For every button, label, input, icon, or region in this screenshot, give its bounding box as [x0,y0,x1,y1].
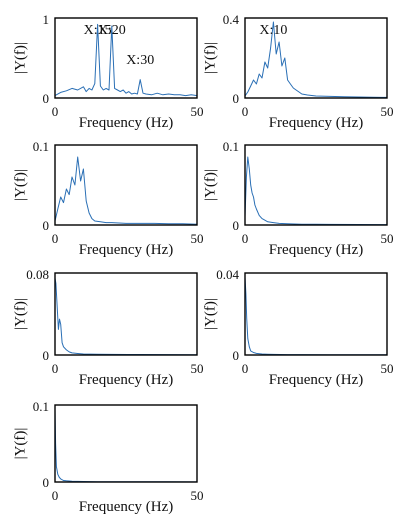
axes-frame [244,144,388,226]
x-axis-label: Frequency (Hz) [79,372,174,388]
x-tick-label: 0 [52,231,59,246]
x-tick-label: 0 [52,361,59,376]
subplot-1: 1 00 50 Frequency (Hz) |Y(f)| X:15X:20X:30 [12,12,203,131]
spectrum-line [244,156,388,226]
y-axis-label: |Y(f)| [12,169,28,201]
x-tick-label: 50 [381,104,394,119]
axes-frame [54,404,198,483]
y-axis-label: |Y(f)| [12,42,28,74]
subplot-4: 0.1 00 50 Frequency (Hz) |Y(f)| [202,139,393,258]
peak-label: X:10 [259,23,287,38]
x-tick-label: 0 [242,104,249,119]
y-axis-label: |Y(f)| [202,42,218,74]
spectrum-line [244,21,388,98]
x-tick-label: 50 [191,361,204,376]
y-tick-label: 0 [43,475,50,490]
x-axis-label: Frequency (Hz) [269,242,364,258]
x-tick-label: 0 [52,104,59,119]
y-tick-label: 0 [43,348,50,363]
peak-label: X:15 [84,23,112,38]
subplot-6: 0.04 00 50 Frequency (Hz) |Y(f)| [202,267,393,388]
spectrum-line [244,277,387,356]
x-tick-label: 50 [381,231,394,246]
y-tick-label: 0.04 [216,267,239,282]
x-tick-label: 0 [52,488,59,503]
y-tick-label: 0.08 [26,267,49,282]
subplot-5: 0.08 00 50 Frequency (Hz) |Y(f)| [12,267,203,388]
subplot-3: 0.1 00 50 Frequency (Hz) |Y(f)| [12,139,203,258]
spectrum-line [54,408,198,483]
y-tick-label: 0 [233,218,240,233]
y-tick-label: 1 [43,12,50,27]
y-axis-label: |Y(f)| [202,298,218,330]
axes-frame [54,17,198,99]
x-axis-label: Frequency (Hz) [269,115,364,131]
y-tick-label: 0.1 [33,399,49,414]
spectrum-line [54,278,198,356]
peak-label: X:20 [98,23,126,38]
y-tick-label: 0.1 [223,139,239,154]
axes-frame [244,272,388,356]
x-tick-label: 0 [242,231,249,246]
x-axis-label: Frequency (Hz) [79,242,174,258]
axes-frame [54,144,198,226]
y-tick-label: 0.1 [33,139,49,154]
axes-frame [244,17,388,99]
x-axis-label: Frequency (Hz) [79,499,174,515]
y-tick-label: 0 [233,91,240,106]
y-tick-label: 0 [43,218,50,233]
x-tick-label: 0 [242,361,249,376]
y-axis-label: |Y(f)| [202,169,218,201]
spectrum-line [54,23,198,97]
x-axis-label: Frequency (Hz) [269,372,364,388]
y-tick-label: 0.4 [223,12,240,27]
y-tick-label: 0 [233,348,240,363]
subplot-2: 0.4 00 50 Frequency (Hz) |Y(f)| X:10 [202,12,393,131]
spectrum-line [54,156,198,225]
x-tick-label: 50 [191,488,204,503]
y-tick-label: 0 [43,91,50,106]
x-tick-label: 50 [191,104,204,119]
x-axis-label: Frequency (Hz) [79,115,174,131]
peak-label: X:30 [126,53,154,68]
subplot-7: 0.1 00 50 Frequency (Hz) |Y(f)| [12,399,203,515]
y-axis-label: |Y(f)| [12,428,28,460]
y-axis-label: |Y(f)| [12,298,28,330]
x-tick-label: 50 [381,361,394,376]
x-tick-label: 50 [191,231,204,246]
axes-frame [54,272,198,356]
